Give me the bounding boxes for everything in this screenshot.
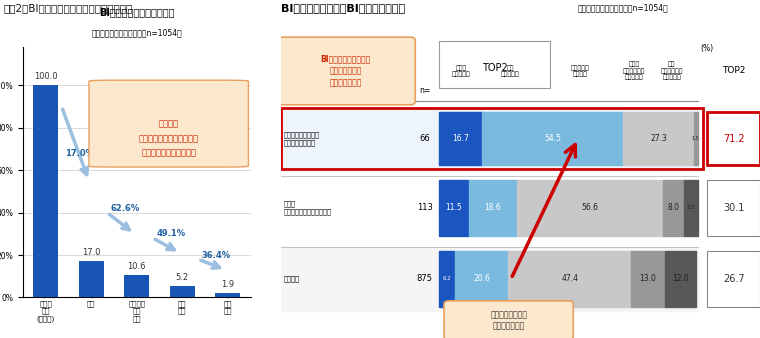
FancyBboxPatch shape	[89, 80, 249, 167]
Text: 全く
利用したいと
は思わない: 全く 利用したいと は思わない	[660, 62, 683, 80]
Text: 認知者
（所属部署での導入なし）: 認知者 （所属部署での導入なし）	[283, 200, 331, 215]
Text: 5.3: 5.3	[686, 206, 695, 210]
Text: 1.5: 1.5	[692, 136, 700, 141]
Text: 過半数が: 過半数が	[159, 119, 179, 128]
Bar	[663, 180, 684, 236]
Bar	[708, 180, 760, 236]
Text: 【データ団与者ベース】（n=1054）: 【データ団与者ベース】（n=1054）	[578, 3, 669, 13]
Text: 17.0%: 17.0%	[65, 149, 94, 158]
Text: 10.6: 10.6	[128, 262, 146, 271]
Text: 13.0: 13.0	[639, 274, 657, 283]
Text: 11.5: 11.5	[445, 203, 462, 212]
Bar	[694, 112, 698, 165]
Text: 30.1: 30.1	[723, 203, 744, 213]
Bar	[33, 86, 59, 297]
Text: 所属部署の導入あり
（自分は非利用）: 所属部署の導入あり （自分は非利用）	[283, 131, 320, 146]
Bar	[439, 180, 469, 236]
Text: 71.2: 71.2	[723, 134, 745, 144]
Text: 875: 875	[416, 274, 433, 283]
Bar	[215, 293, 240, 297]
Text: 8.0: 8.0	[668, 203, 679, 212]
Bar	[125, 275, 149, 297]
Text: 1.9: 1.9	[221, 280, 235, 289]
Bar	[665, 251, 695, 307]
Text: n=: n=	[420, 86, 430, 95]
Text: 113: 113	[417, 203, 432, 212]
Bar	[483, 112, 623, 165]
Bar	[439, 112, 483, 165]
Text: BIツールの認知・利用状況: BIツールの認知・利用状況	[99, 7, 175, 17]
Text: どちらとも
いえない: どちらとも いえない	[571, 65, 590, 77]
Text: 100.0: 100.0	[34, 72, 58, 81]
Bar	[623, 112, 694, 165]
Bar	[439, 251, 455, 307]
Bar	[169, 286, 195, 297]
Text: 36.4%: 36.4%	[202, 250, 231, 260]
Text: 18.6: 18.6	[485, 203, 502, 212]
Text: TOP2: TOP2	[722, 67, 746, 75]
Text: 56.6: 56.6	[581, 203, 599, 212]
Bar	[281, 247, 698, 311]
Text: 17.0: 17.0	[82, 248, 100, 257]
FancyBboxPatch shape	[277, 37, 415, 105]
Bar	[517, 180, 663, 236]
Text: 6.2: 6.2	[443, 276, 451, 281]
Text: 【データ関与者ベース】（n=1054）: 【データ関与者ベース】（n=1054）	[91, 28, 182, 37]
FancyBboxPatch shape	[444, 301, 573, 338]
Text: TOP2: TOP2	[482, 63, 508, 73]
Text: 非常に
利用したい: 非常に 利用したい	[451, 65, 470, 77]
Bar	[79, 261, 104, 297]
Text: ＜囲2＞BIツールの認知利用状況と普及の壁: ＜囲2＞BIツールの認知利用状況と普及の壁	[4, 3, 133, 14]
Text: 54.5: 54.5	[544, 134, 562, 143]
Text: 部署に導入されているのに: 部署に導入されているのに	[138, 134, 198, 143]
Bar	[469, 180, 517, 236]
Text: やや
利用したい: やや 利用したい	[501, 65, 520, 77]
Text: BIツールが導入された
組織内でさらに
利用拡大の兆し: BIツールが導入された 組織内でさらに 利用拡大の兆し	[321, 55, 371, 87]
Text: 認知が広がるほど
利用意向も上昇: 認知が広がるほど 利用意向も上昇	[490, 310, 527, 331]
Bar	[439, 41, 550, 88]
Bar	[631, 251, 665, 307]
Text: BIツール非利用者のBIツール利用意向: BIツール非利用者のBIツール利用意向	[281, 3, 405, 14]
Text: 47.4: 47.4	[562, 274, 578, 283]
Bar	[281, 176, 698, 240]
Text: 自分では利用していない: 自分では利用していない	[141, 149, 196, 158]
Bar	[708, 251, 760, 307]
Text: 66: 66	[420, 134, 430, 143]
Text: あまり
利用したいと
は思わない: あまり 利用したいと は思わない	[623, 62, 646, 80]
Text: 26.7: 26.7	[723, 274, 745, 284]
Bar	[684, 180, 698, 236]
Text: 非認知者: 非認知者	[283, 275, 299, 282]
Text: 62.6%: 62.6%	[111, 204, 140, 213]
Bar	[281, 108, 698, 169]
Text: 20.6: 20.6	[473, 274, 490, 283]
Bar	[708, 112, 760, 165]
Text: (%): (%)	[700, 44, 714, 53]
Bar	[455, 251, 508, 307]
Bar	[281, 108, 702, 169]
Text: 12.0: 12.0	[672, 274, 689, 283]
Text: 5.2: 5.2	[176, 273, 189, 282]
Text: 27.3: 27.3	[650, 134, 667, 143]
Bar	[508, 251, 631, 307]
Text: 49.1%: 49.1%	[157, 230, 185, 238]
Text: 16.7: 16.7	[452, 134, 469, 143]
